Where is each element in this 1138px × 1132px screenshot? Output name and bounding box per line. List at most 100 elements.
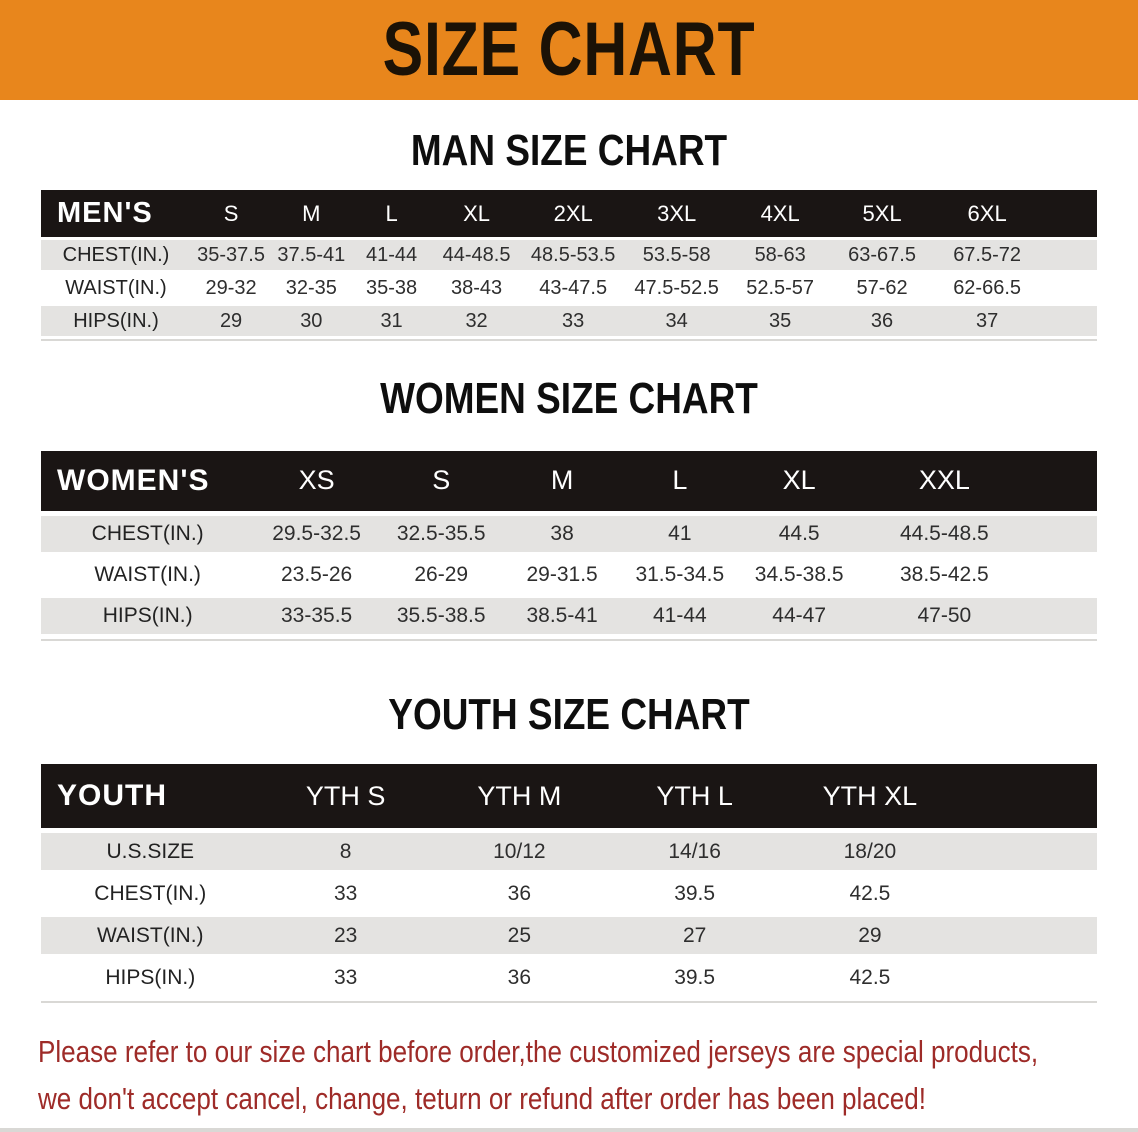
spacer-cell bbox=[957, 833, 1097, 871]
size-value-cell: 38 bbox=[503, 515, 621, 552]
row-label: WAIST(IN.) bbox=[41, 273, 191, 304]
table-row: CHEST(IN.) 33 36 39.5 42.5 bbox=[41, 875, 1097, 913]
size-value-cell: 29-31.5 bbox=[503, 556, 621, 593]
page-title: SIZE CHART bbox=[382, 7, 756, 92]
size-value-cell: 35-37.5 bbox=[190, 240, 272, 271]
size-value-cell: 10/12 bbox=[431, 833, 607, 871]
column-header: XL bbox=[431, 190, 522, 238]
table-header-row: WOMEN'S XS S M L XL XXL bbox=[41, 450, 1097, 511]
size-value-cell: 44.5 bbox=[738, 515, 860, 552]
spacer-cell bbox=[1042, 190, 1097, 238]
size-value-cell: 52.5-57 bbox=[728, 273, 832, 304]
men-section-heading: MAN SIZE CHART bbox=[410, 126, 728, 175]
bottom-edge-divider bbox=[0, 1128, 1138, 1132]
column-header: M bbox=[271, 190, 352, 238]
column-header: S bbox=[378, 450, 504, 511]
size-value-cell: 35-38 bbox=[351, 273, 432, 304]
section-youth-sizes: YOUTH SIZE CHART YOUTH YTH S YTH M YTH L YTH… bbox=[0, 689, 1138, 1004]
size-value-cell: 23 bbox=[259, 917, 432, 955]
youth-section-heading: YOUTH SIZE CHART bbox=[388, 689, 750, 739]
row-label: HIPS(IN.) bbox=[41, 959, 260, 997]
row-label: U.S.SIZE bbox=[41, 833, 260, 871]
size-value-cell: 33 bbox=[259, 959, 432, 997]
size-value-cell: 33 bbox=[521, 306, 625, 337]
size-value-cell: 44-48.5 bbox=[431, 240, 522, 271]
size-value-cell: 32.5-35.5 bbox=[378, 515, 504, 552]
column-header: L bbox=[620, 450, 739, 511]
size-value-cell: 25 bbox=[431, 917, 607, 955]
column-header: 2XL bbox=[521, 190, 625, 238]
size-value-cell: 67.5-72 bbox=[932, 240, 1043, 271]
table-row: HIPS(IN.) 33-35.5 35.5-38.5 38.5-41 41-44 44-… bbox=[41, 597, 1097, 634]
row-label: WAIST(IN.) bbox=[41, 917, 260, 955]
size-value-cell: 38.5-41 bbox=[503, 597, 621, 634]
column-header: YTH L bbox=[606, 764, 783, 829]
size-value-cell: 44.5-48.5 bbox=[859, 515, 1030, 552]
size-value-cell: 31.5-34.5 bbox=[620, 556, 739, 593]
size-value-cell: 43-47.5 bbox=[521, 273, 625, 304]
size-value-cell: 29 bbox=[782, 917, 958, 955]
size-value-cell: 33 bbox=[259, 875, 432, 913]
table-header-row: YOUTH YTH S YTH M YTH L YTH XL bbox=[41, 764, 1097, 829]
size-value-cell: 35 bbox=[728, 306, 832, 337]
spacer-cell bbox=[957, 764, 1097, 829]
spacer-cell bbox=[957, 875, 1097, 913]
size-value-cell: 39.5 bbox=[606, 959, 783, 997]
size-value-cell: 32 bbox=[431, 306, 522, 337]
size-value-cell: 41-44 bbox=[620, 597, 739, 634]
size-value-cell: 48.5-53.5 bbox=[521, 240, 625, 271]
size-value-cell: 30 bbox=[271, 306, 352, 337]
size-value-cell: 33-35.5 bbox=[254, 597, 379, 634]
row-label: CHEST(IN.) bbox=[41, 875, 260, 913]
size-value-cell: 29 bbox=[190, 306, 272, 337]
size-value-cell: 18/20 bbox=[782, 833, 958, 871]
section-men-sizes: MAN SIZE CHART MEN'S S M L XL 2XL 3XL 4XL 5XL 6XL… bbox=[0, 126, 1138, 342]
column-header: S bbox=[190, 190, 272, 238]
size-value-cell: 42.5 bbox=[782, 959, 958, 997]
size-value-cell: 35.5-38.5 bbox=[378, 597, 504, 634]
column-header: YTH XL bbox=[782, 764, 958, 829]
spacer-cell bbox=[1042, 240, 1097, 271]
table-group-label: YOUTH bbox=[41, 764, 260, 829]
spacer-cell bbox=[1042, 273, 1097, 304]
size-value-cell: 42.5 bbox=[782, 875, 958, 913]
size-value-cell: 39.5 bbox=[606, 875, 783, 913]
spacer-cell bbox=[1042, 306, 1097, 337]
column-header: 6XL bbox=[932, 190, 1043, 238]
column-header: 3XL bbox=[624, 190, 729, 238]
spacer-cell bbox=[1029, 597, 1097, 634]
column-header: YTH S bbox=[259, 764, 432, 829]
row-label: WAIST(IN.) bbox=[41, 556, 255, 593]
column-header: YTH M bbox=[431, 764, 607, 829]
column-header: M bbox=[503, 450, 621, 511]
size-value-cell: 41-44 bbox=[351, 240, 432, 271]
size-value-cell: 47-50 bbox=[859, 597, 1030, 634]
size-value-cell: 34.5-38.5 bbox=[738, 556, 860, 593]
size-value-cell: 34 bbox=[624, 306, 729, 337]
spacer-cell bbox=[1029, 450, 1097, 511]
size-value-cell: 36 bbox=[431, 959, 607, 997]
size-value-cell: 57-62 bbox=[831, 273, 933, 304]
banner: SIZE CHART bbox=[0, 0, 1138, 100]
row-label: HIPS(IN.) bbox=[41, 306, 191, 337]
size-value-cell: 37.5-41 bbox=[271, 240, 352, 271]
row-label: HIPS(IN.) bbox=[41, 597, 255, 634]
table-row: CHEST(IN.) 35-37.5 37.5-41 41-44 44-48.5 48.5… bbox=[41, 240, 1097, 271]
spacer-cell bbox=[1029, 556, 1097, 593]
content: MAN SIZE CHART MEN'S S M L XL 2XL 3XL 4XL 5XL 6XL… bbox=[0, 126, 1138, 1122]
size-value-cell: 58-63 bbox=[728, 240, 832, 271]
size-value-cell: 63-67.5 bbox=[831, 240, 933, 271]
column-header: XL bbox=[738, 450, 860, 511]
column-header: L bbox=[351, 190, 432, 238]
table-header-row: MEN'S S M L XL 2XL 3XL 4XL 5XL 6XL bbox=[41, 190, 1097, 238]
youth-size-table: YOUTH YTH S YTH M YTH L YTH XL U.S.SIZE 8 10/12… bbox=[41, 759, 1097, 1004]
disclaimer-line-2: we don't accept cancel, change, teturn o… bbox=[38, 1080, 927, 1116]
row-label: CHEST(IN.) bbox=[41, 515, 255, 552]
women-section-heading: WOMEN SIZE CHART bbox=[380, 374, 758, 424]
table-row: HIPS(IN.) 29 30 31 32 33 34 35 36 37 bbox=[41, 306, 1097, 337]
size-value-cell: 23.5-26 bbox=[254, 556, 379, 593]
men-size-table: MEN'S S M L XL 2XL 3XL 4XL 5XL 6XL CHEST(IN.) 35-37… bbox=[41, 187, 1097, 342]
table-row: WAIST(IN.) 23 25 27 29 bbox=[41, 917, 1097, 955]
column-header: 4XL bbox=[728, 190, 832, 238]
